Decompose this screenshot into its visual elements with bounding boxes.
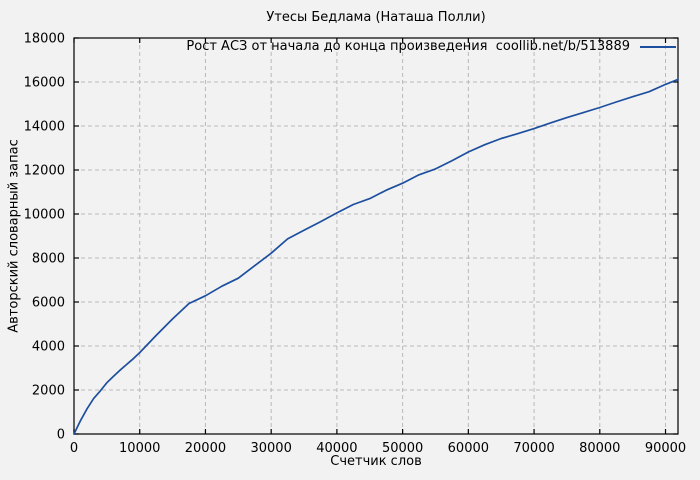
svg-text:4000: 4000 [32, 340, 65, 355]
chart-legend: Рост АСЗ от начала до конца произведения… [186, 40, 676, 53]
svg-text:70000: 70000 [513, 441, 554, 456]
svg-text:8000: 8000 [32, 252, 65, 267]
svg-text:6000: 6000 [32, 296, 65, 311]
svg-text:50000: 50000 [382, 441, 423, 456]
x-axis-title: Счетчик слов [330, 454, 422, 469]
svg-text:2000: 2000 [32, 384, 65, 399]
svg-text:40000: 40000 [316, 441, 357, 456]
svg-text:16000: 16000 [24, 76, 65, 91]
svg-text:20000: 20000 [185, 441, 226, 456]
svg-text:12000: 12000 [24, 164, 65, 179]
svg-text:60000: 60000 [448, 441, 489, 456]
svg-text:80000: 80000 [579, 441, 620, 456]
chart-title: Утесы Бедлама (Наташа Полли) [266, 10, 486, 25]
svg-text:0: 0 [70, 441, 78, 456]
svg-text:0: 0 [57, 428, 65, 443]
svg-text:14000: 14000 [24, 120, 65, 135]
y-axis-title: Авторский словарный запас [6, 139, 22, 333]
legend-label: Рост АСЗ от начала до конца произведения… [186, 39, 630, 54]
legend-line-sample [640, 45, 676, 48]
svg-text:10000: 10000 [119, 441, 160, 456]
svg-text:18000: 18000 [24, 32, 65, 47]
svg-text:10000: 10000 [24, 208, 65, 223]
svg-text:90000: 90000 [645, 441, 686, 456]
svg-text:30000: 30000 [250, 441, 291, 456]
